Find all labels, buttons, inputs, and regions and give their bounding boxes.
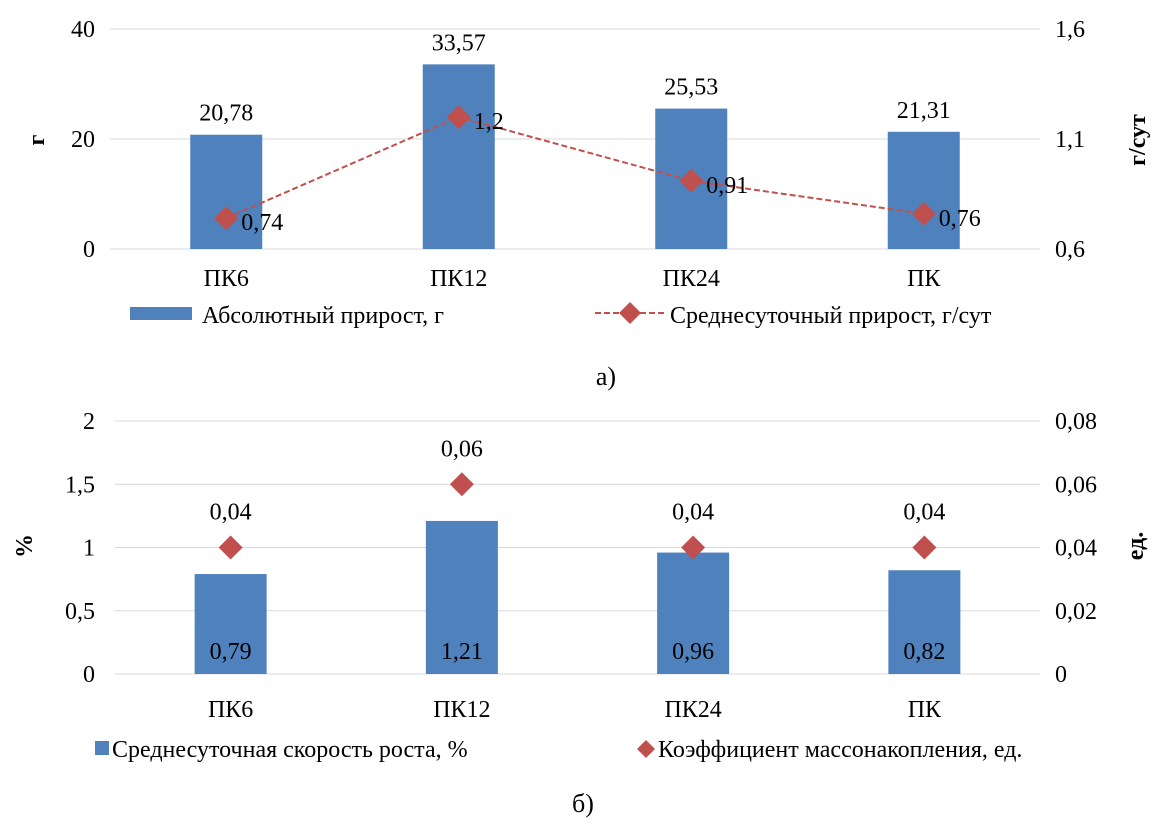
bar-value-label: 0,79 (210, 639, 252, 665)
chart-b-gridlines (115, 420, 1040, 675)
category-label: ПК24 (664, 697, 721, 723)
chart-b-marker-series (218, 472, 937, 560)
line-value-label: 0,74 (241, 210, 283, 236)
chart-a-category-labels: ПК6 ПК12 ПК24 ПК (204, 266, 942, 292)
right-tick-label: 0,04 (1055, 536, 1097, 562)
marker-point (449, 472, 474, 497)
chart-a-right-axis-title: г/сут (1125, 114, 1151, 166)
marker-point (912, 535, 937, 560)
left-tick-label: 20 (71, 127, 95, 153)
category-label: ПК24 (663, 266, 720, 292)
bar-value-label: 25,53 (664, 75, 718, 101)
chart-b-caption: б) (572, 789, 594, 818)
chart-b-legend-bar-label: Среднесуточная скорость роста, % (112, 737, 468, 763)
left-tick-label: 1 (83, 536, 95, 562)
chart-b-right-ticks: 0 0,02 0,04 0,06 0,08 (1055, 409, 1097, 688)
chart-b-bars (194, 520, 961, 674)
chart-a-legend-line-label: Среднесуточный прирост, г/сут (670, 303, 992, 329)
chart-a-left-axis-title: г (24, 134, 50, 145)
left-tick-label: 1,5 (65, 472, 95, 498)
bar-value-label: 21,31 (897, 98, 951, 124)
chart-a: 20,78 33,57 25,53 21,31 0,74 1,2 0,91 0,76 0 20 4… (24, 17, 1151, 391)
line-point (911, 201, 936, 226)
category-label: ПК (907, 266, 941, 292)
right-tick-label: 0,06 (1055, 472, 1097, 498)
marker-value-label: 0,04 (672, 500, 714, 526)
chart-b-left-ticks: 0 0,5 1 1,5 2 (65, 409, 95, 688)
category-label: ПК (908, 697, 942, 723)
left-tick-label: 0 (83, 662, 95, 688)
marker-point (218, 535, 243, 560)
bar (887, 131, 960, 249)
chart-a-gridlines (110, 28, 1040, 250)
line-value-label: 0,76 (939, 206, 981, 232)
chart-a-legend-diamond-icon (619, 302, 641, 324)
bar (422, 64, 495, 250)
left-tick-label: 0 (83, 237, 95, 263)
chart-b-legend-bar-swatch (95, 741, 109, 755)
category-label: ПК12 (430, 266, 487, 292)
chart-a-right-ticks: 0,6 1,1 1,6 (1055, 17, 1085, 263)
chart-a-left-ticks: 0 20 40 (71, 17, 95, 263)
bar-value-label: 0,82 (903, 639, 945, 665)
left-tick-label: 2 (83, 409, 95, 435)
chart-a-line-series (214, 105, 936, 231)
line-point (679, 168, 704, 193)
chart-a-legend-bar-swatch (130, 307, 192, 320)
chart-b-category-labels: ПК6 ПК12 ПК24 ПК (208, 697, 942, 723)
chart-a-legend-bar-label: Абсолютный прирост, г (202, 303, 444, 329)
bar (888, 570, 961, 674)
series-line (225, 115, 924, 220)
category-label: ПК6 (208, 697, 253, 723)
marker-point (681, 535, 706, 560)
chart-b-legend-diamond-icon (637, 740, 655, 758)
line-value-label: 1,2 (474, 109, 504, 135)
category-label: ПК6 (204, 266, 249, 292)
bar-value-label: 0,96 (672, 639, 714, 665)
chart-a-bars (190, 64, 960, 250)
chart-b-legend: Среднесуточная скорость роста, % Коэффиц… (95, 737, 1022, 763)
left-tick-label: 0,5 (65, 599, 95, 625)
bar-value-label: 1,21 (441, 639, 483, 665)
right-tick-label: 1,1 (1055, 127, 1085, 153)
bar (194, 574, 267, 674)
line-point (446, 105, 471, 129)
right-tick-label: 0 (1055, 662, 1067, 688)
chart-b-left-axis-title: % (12, 534, 38, 558)
left-tick-label: 40 (71, 17, 95, 43)
right-tick-label: 0,02 (1055, 599, 1097, 625)
right-tick-label: 0,08 (1055, 409, 1097, 435)
chart-a-caption: а) (596, 362, 616, 391)
chart-a-legend: Абсолютный прирост, г Среднесуточный при… (130, 302, 992, 329)
right-tick-label: 0,6 (1055, 237, 1085, 263)
chart-b-data-labels: 0,79 1,21 0,96 0,82 0,04 0,06 0,04 0,04 (210, 436, 946, 665)
chart-a-data-labels: 20,78 33,57 25,53 21,31 0,74 1,2 0,91 0,76 (199, 30, 981, 236)
marker-value-label: 0,04 (210, 500, 252, 526)
line-value-label: 0,91 (706, 173, 748, 199)
bar (657, 552, 730, 674)
chart-b: 0,79 1,21 0,96 0,82 0,04 0,06 0,04 0,04 0 0,5 1 1,… (12, 409, 1149, 818)
right-tick-label: 1,6 (1055, 17, 1085, 43)
chart-b-legend-marker-label: Коэффициент массонакопления, ед. (658, 737, 1022, 763)
bar-value-label: 20,78 (199, 101, 253, 127)
bar-value-label: 33,57 (432, 30, 486, 56)
category-label: ПК12 (433, 697, 490, 723)
bar (425, 520, 498, 674)
marker-value-label: 0,06 (441, 436, 483, 462)
marker-value-label: 0,04 (903, 500, 945, 526)
line-point (214, 206, 239, 231)
chart-b-right-axis-title: ед. (1123, 532, 1149, 560)
